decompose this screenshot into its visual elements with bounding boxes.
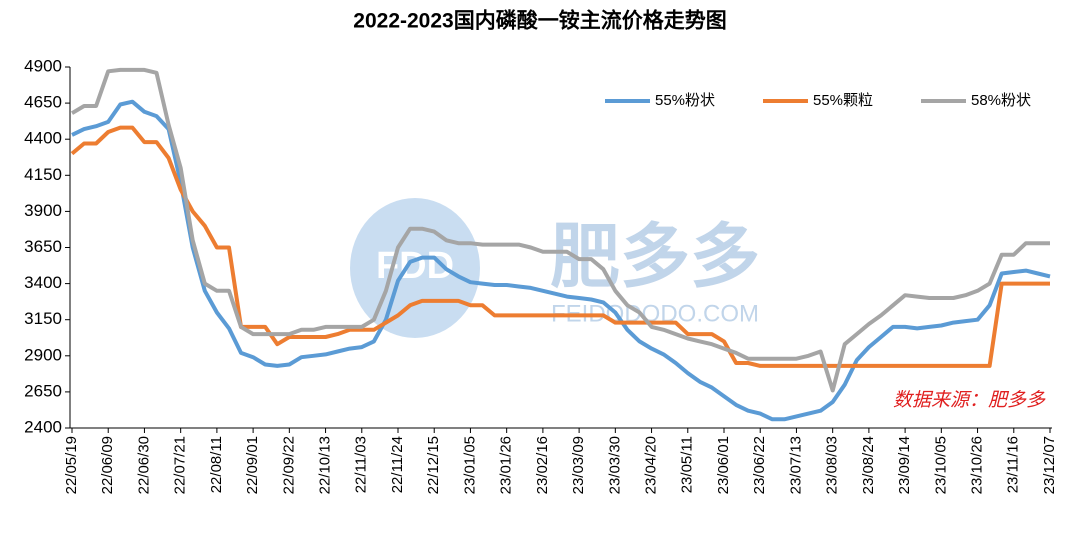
x-tick-label: 22/09/01 [244,436,261,494]
legend-label: 55%粉状 [655,92,715,109]
x-tick-label: 22/11/24 [389,436,406,493]
chart-title: 2022-2023国内磷酸一铵主流价格走势图 [353,9,726,33]
series-line [70,125,1050,368]
y-tick-label: 3900 [24,201,62,220]
x-tick-label: 23/05/11 [679,436,696,493]
x-tick-label: 23/11/16 [1005,436,1022,493]
x-tick-label: 22/10/13 [317,436,334,494]
y-tick-label: 3400 [24,273,62,292]
x-tick-label: 23/01/26 [498,436,515,494]
y-tick-label: 2650 [24,381,62,400]
x-tick-label: 23/12/07 [1041,436,1058,494]
series-line [71,99,1051,422]
x-tick-label: 22/12/15 [425,436,442,494]
y-tick-label: 2400 [24,417,62,436]
x-tick-label: 22/06/30 [135,436,152,494]
y-tick-label: 4900 [24,56,62,75]
y-tick-label: 2900 [24,345,62,364]
y-tick-label: 4150 [24,165,62,184]
y-tick-label: 4650 [24,93,62,112]
x-tick-label: 23/03/09 [570,436,587,494]
y-tick-label: 3150 [24,309,62,328]
legend-label: 55%颗粒 [813,92,873,109]
y-tick-label: 4400 [24,129,62,148]
x-tick-label: 22/08/11 [208,436,225,493]
source-note: 数据来源：肥多多 [893,389,1046,411]
x-tick-label: 23/02/16 [534,436,551,494]
x-tick-label: 22/07/21 [172,436,189,494]
legend-label: 58%粉状 [971,92,1031,109]
x-tick-label: 23/06/01 [715,436,732,494]
x-tick-label: 23/08/03 [824,436,841,494]
x-tick-label: 23/04/20 [643,436,660,494]
y-tick-label: 3650 [24,237,62,256]
x-tick-label: 23/08/24 [860,436,877,494]
x-tick-label: 23/03/30 [606,436,623,494]
x-tick-label: 23/07/13 [787,436,804,494]
x-tick-label: 23/06/22 [751,436,768,494]
x-tick-label: 23/09/14 [896,436,913,494]
x-tick-label: 23/10/26 [969,436,986,494]
x-tick-label: 22/06/09 [99,436,116,494]
watermark-name: 肥多多 [550,217,760,295]
x-tick-label: 23/10/05 [932,436,949,494]
series-line [70,67,1050,393]
x-tick-label: 23/01/05 [461,436,478,494]
x-tick-label: 22/11/03 [353,436,370,493]
x-tick-label: 22/05/19 [63,436,80,494]
x-tick-label: 22/09/22 [280,436,297,494]
